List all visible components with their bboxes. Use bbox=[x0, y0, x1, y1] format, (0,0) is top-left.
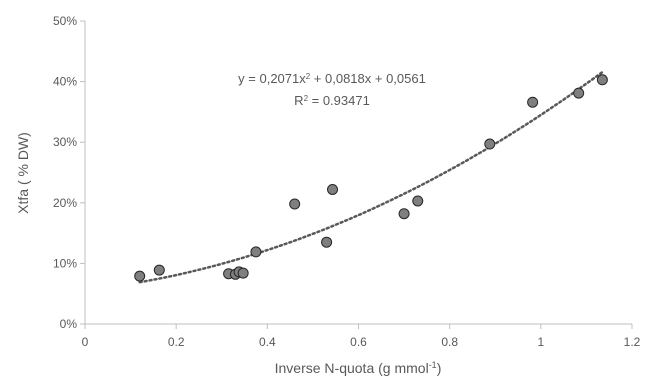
data-point bbox=[398, 208, 410, 220]
y-axis-ticks: 0% 10% 20% 30% 40% 50% bbox=[53, 14, 85, 331]
data-point bbox=[289, 198, 301, 210]
y-tick-label: 30% bbox=[53, 135, 77, 149]
x-axis-title: Inverse N-quota (g mmol-1) bbox=[275, 360, 442, 376]
x-tick-label: 0 bbox=[82, 335, 89, 349]
y-tick-label: 40% bbox=[53, 75, 77, 89]
data-point bbox=[484, 138, 496, 150]
data-point bbox=[250, 246, 262, 258]
x-tick-label: 0.6 bbox=[350, 335, 367, 349]
x-tick-label: 1.2 bbox=[624, 335, 641, 349]
data-points bbox=[134, 74, 608, 282]
trendline bbox=[138, 70, 604, 284]
data-point bbox=[327, 183, 339, 195]
data-point bbox=[153, 264, 165, 276]
trendline-equation: y = 0,2071x2 + 0,0818x + 0,0561 bbox=[238, 71, 426, 86]
data-point bbox=[527, 96, 539, 108]
x-tick-label: 0.2 bbox=[168, 335, 185, 349]
y-tick-label: 0% bbox=[60, 317, 78, 331]
data-point bbox=[412, 195, 424, 207]
y-tick-label: 10% bbox=[53, 256, 77, 270]
x-tick-label: 1 bbox=[537, 335, 544, 349]
y-tick-label: 50% bbox=[53, 14, 77, 28]
data-point bbox=[596, 74, 608, 86]
data-point bbox=[573, 87, 585, 99]
x-axis-ticks: 0 0.2 0.4 0.6 0.8 1 1.2 bbox=[82, 324, 641, 349]
x-tick-label: 0.4 bbox=[259, 335, 276, 349]
r-squared-label: R2 = 0.93471 bbox=[294, 93, 370, 108]
data-point bbox=[237, 267, 249, 279]
x-tick-label: 0.8 bbox=[441, 335, 458, 349]
y-axis-title: Xtfa ( % DW) bbox=[15, 132, 31, 214]
data-point bbox=[134, 270, 146, 282]
y-tick-label: 20% bbox=[53, 196, 77, 210]
data-point bbox=[321, 236, 333, 248]
